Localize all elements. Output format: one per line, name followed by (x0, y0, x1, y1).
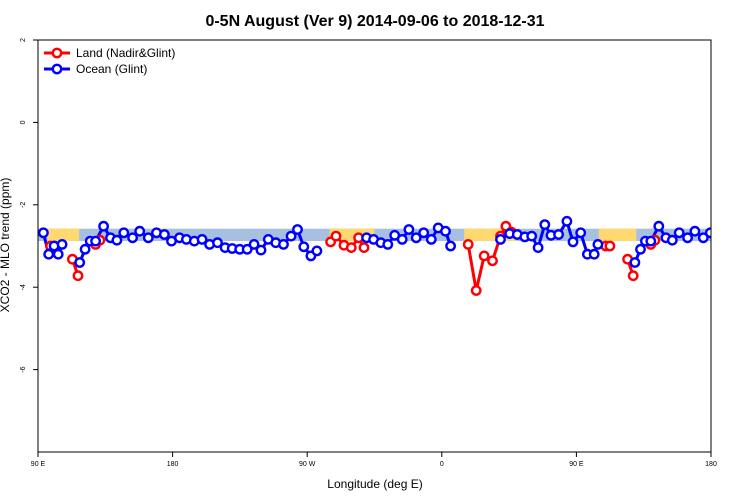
ocean-point-2-11 (440, 225, 451, 237)
ocean-point-4-1 (635, 243, 646, 255)
ocean-point-1-8 (127, 232, 139, 244)
ocean-point-1-30 (292, 224, 303, 235)
ocean-point-3-11 (575, 227, 587, 239)
ocean-point-0-3 (52, 248, 64, 260)
land-band-1 (47, 228, 80, 242)
ocean-point-4-3 (645, 235, 657, 247)
plot-area: 90 E 180 90 W 0 90 E 180 2 0 -2 -4 -6 (20, 38, 721, 468)
ocean-point-3-8 (553, 229, 564, 240)
land-point-3-1 (330, 230, 342, 242)
y-tick-label-1: 0 (20, 120, 27, 124)
land-point-3-5 (358, 242, 370, 254)
ocean-point-1-19 (212, 237, 223, 249)
land-point-5-1 (604, 240, 616, 252)
legend-marker-ocean (51, 63, 63, 75)
plot-frame (37, 39, 712, 453)
ocean-point-2-12 (445, 240, 456, 252)
ocean-point-1-25 (255, 244, 267, 256)
ocean-point-1-33 (311, 245, 323, 257)
ocean-point-1-24 (248, 238, 260, 250)
ocean-point-2-9 (425, 233, 437, 245)
ocean-point-3-6 (539, 219, 551, 231)
ocean-point-0-1 (43, 248, 55, 260)
chart-title: 0-5N August (Ver 9) 2014-09-06 to 2018-1… (205, 13, 544, 30)
ocean-point-4-6 (666, 234, 678, 246)
ocean-point-2-5 (396, 233, 408, 245)
ocean-point-0-0 (38, 227, 49, 239)
ocean-point-2-3 (382, 238, 394, 250)
ocean-point-3-4 (526, 230, 538, 242)
ocean-point-1-17 (196, 233, 208, 245)
x-tick-label-5: 180 (705, 461, 717, 468)
ocean-point-4-9 (689, 225, 701, 237)
x-tick-label-4: 90 E (569, 461, 584, 468)
x-tick-label-1: 180 (167, 461, 179, 468)
land-point-3-3 (345, 242, 357, 254)
ocean-point-0-4 (56, 238, 68, 250)
x-tick-label-2: 90 W (299, 461, 316, 468)
ocean-point-4-11 (704, 227, 711, 239)
legend-marker-land (51, 47, 63, 59)
ocean-point-3-13 (588, 248, 600, 260)
ocean-point-3-10 (567, 236, 579, 248)
y-tick-label-4: -6 (20, 366, 27, 372)
ocean-point-4-10 (697, 232, 709, 244)
ocean-point-1-1 (79, 243, 91, 255)
x-tick-label-0: 90 E (31, 461, 46, 468)
x-axis-label: Longitude (deg E) (327, 477, 422, 491)
legend-label-ocean: Ocean (Glint) (76, 62, 147, 76)
ocean-point-2-6 (403, 224, 415, 235)
ocean-point-1-10 (142, 232, 154, 244)
ocean-point-1-3 (90, 235, 102, 247)
y-tick-label-0: 2 (20, 38, 27, 42)
plot-inner (38, 215, 721, 296)
ocean-point-3-14 (592, 238, 604, 250)
ocean-point-3-9 (561, 215, 573, 227)
ocean-point-4-12 (713, 230, 721, 238)
ocean-point-2-8 (418, 227, 430, 239)
land-point-4-3 (487, 255, 498, 267)
ocean-point-1-7 (118, 227, 130, 239)
ocean-point-1-28 (278, 238, 289, 250)
land-band-4 (598, 228, 637, 242)
ocean-point-1-23 (241, 243, 253, 255)
x-tick-label-3: 0 (440, 461, 444, 468)
y-tick-label-3: -4 (20, 284, 27, 290)
ocean-point-2-7 (410, 232, 422, 244)
land-point-4-0 (462, 238, 474, 250)
ocean-point-1-4 (98, 220, 110, 232)
ocean-point-1-6 (111, 234, 123, 246)
legend: Land (Nadir&Glint) Ocean (Glint) (44, 46, 175, 76)
ocean-point-1-0 (74, 257, 86, 268)
land-point-6-1 (627, 270, 639, 282)
ocean-point-4-4 (653, 220, 665, 232)
ocean-point-1-29 (285, 230, 297, 242)
ocean-point-1-9 (134, 225, 146, 237)
ocean-point-4-8 (682, 232, 693, 244)
ocean-point-4-0 (629, 257, 641, 268)
ocean-point-3-0 (495, 233, 506, 245)
ocean-point-1-12 (158, 229, 170, 240)
y-tick-label-2: -2 (20, 202, 27, 208)
y-axis-label: XCO2 - MLO trend (ppm) (0, 178, 12, 313)
land-point-1-1 (72, 270, 84, 282)
legend-label-land: Land (Nadir&Glint) (76, 46, 175, 60)
land-point-4-2 (478, 250, 490, 262)
ocean-point-4-7 (673, 227, 685, 239)
ocean-point-1-31 (298, 241, 310, 253)
land-point-4-1 (470, 285, 482, 296)
ocean-point-3-5 (532, 242, 544, 254)
